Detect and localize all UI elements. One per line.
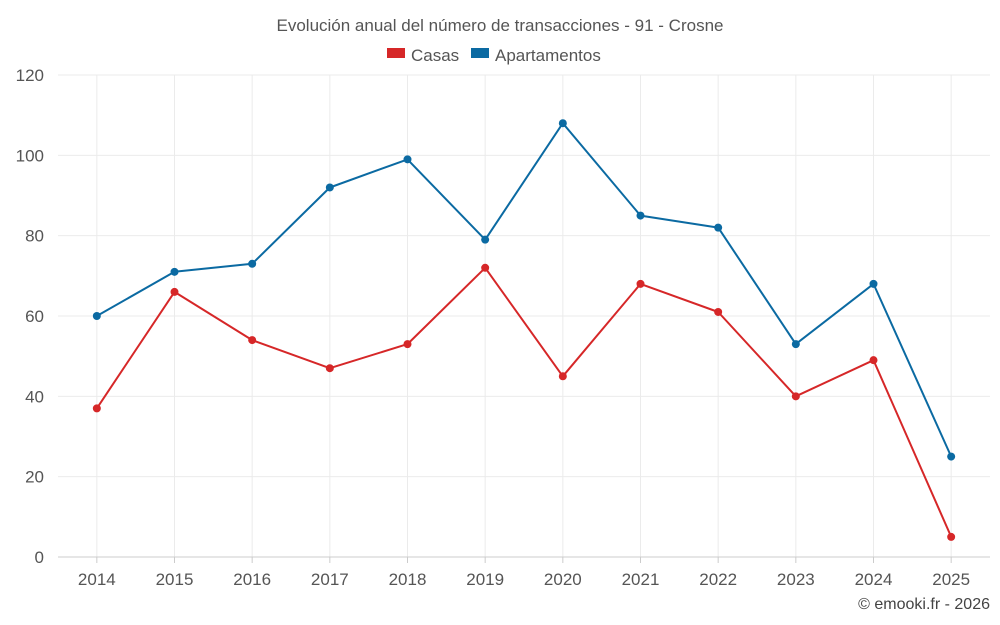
- x-tick-label: 2017: [311, 570, 349, 589]
- series-casas: [92, 263, 956, 541]
- x-tick-label: 2018: [389, 570, 427, 589]
- data-point-casas[interactable]: [791, 392, 800, 401]
- grid: [58, 74, 990, 558]
- chart-title: Evolución anual del número de transaccio…: [277, 16, 724, 35]
- y-tick-label: 0: [35, 548, 44, 567]
- data-point-apartamentos[interactable]: [403, 155, 412, 164]
- credit-text: © emooki.fr - 2026: [858, 596, 990, 613]
- data-point-casas[interactable]: [92, 404, 101, 413]
- x-tick-label: 2014: [78, 570, 116, 589]
- axes: 0 20 40 60 80 100 120 2014 2015 2016 2017 2018 2019 2…: [16, 66, 990, 589]
- x-tick-label: 2016: [233, 570, 271, 589]
- x-tick-label: 2021: [622, 570, 660, 589]
- x-tick-label: 2025: [932, 570, 970, 589]
- x-tick-label: 2019: [466, 570, 504, 589]
- y-tick-label: 100: [16, 146, 44, 165]
- data-point-apartamentos[interactable]: [791, 340, 800, 349]
- data-point-apartamentos[interactable]: [248, 259, 257, 268]
- x-tick-label: 2022: [699, 570, 737, 589]
- legend: Casas Apartamentos: [387, 46, 601, 65]
- legend-swatch-apartamentos: [471, 48, 489, 58]
- data-point-casas[interactable]: [714, 307, 723, 316]
- y-tick-label: 80: [25, 227, 44, 246]
- y-tick-label: 120: [16, 66, 44, 85]
- legend-label-casas[interactable]: Casas: [411, 46, 459, 65]
- series-apartamentos: [92, 119, 956, 461]
- data-point-casas[interactable]: [947, 532, 956, 541]
- data-point-apartamentos[interactable]: [947, 452, 956, 461]
- data-point-casas[interactable]: [481, 263, 490, 272]
- data-point-casas[interactable]: [170, 287, 179, 296]
- data-point-casas[interactable]: [636, 279, 645, 288]
- x-tick-label: 2023: [777, 570, 815, 589]
- data-point-apartamentos[interactable]: [869, 279, 878, 288]
- data-point-apartamentos[interactable]: [481, 235, 490, 244]
- data-point-apartamentos[interactable]: [636, 211, 645, 220]
- y-tick-label: 20: [25, 468, 44, 487]
- series-line-apartamentos: [96, 122, 953, 458]
- x-tick-label: 2024: [855, 570, 893, 589]
- series-layer: [92, 119, 956, 541]
- series-line-casas: [95, 266, 953, 538]
- data-point-casas[interactable]: [248, 336, 257, 345]
- data-point-apartamentos[interactable]: [92, 312, 101, 320]
- data-point-casas[interactable]: [325, 364, 334, 373]
- data-point-apartamentos[interactable]: [170, 267, 179, 276]
- y-tick-label: 40: [25, 387, 44, 406]
- y-tick-label: 60: [25, 307, 44, 326]
- x-tick-label: 2020: [544, 570, 582, 589]
- legend-label-apartamentos[interactable]: Apartamentos: [495, 46, 601, 65]
- data-point-casas[interactable]: [403, 340, 412, 349]
- data-point-casas[interactable]: [869, 356, 878, 365]
- data-point-apartamentos[interactable]: [558, 119, 567, 128]
- data-point-casas[interactable]: [558, 372, 567, 381]
- x-tick-label: 2015: [156, 570, 194, 589]
- legend-swatch-casas: [387, 48, 405, 58]
- data-point-apartamentos[interactable]: [714, 223, 723, 232]
- data-point-apartamentos[interactable]: [325, 183, 334, 192]
